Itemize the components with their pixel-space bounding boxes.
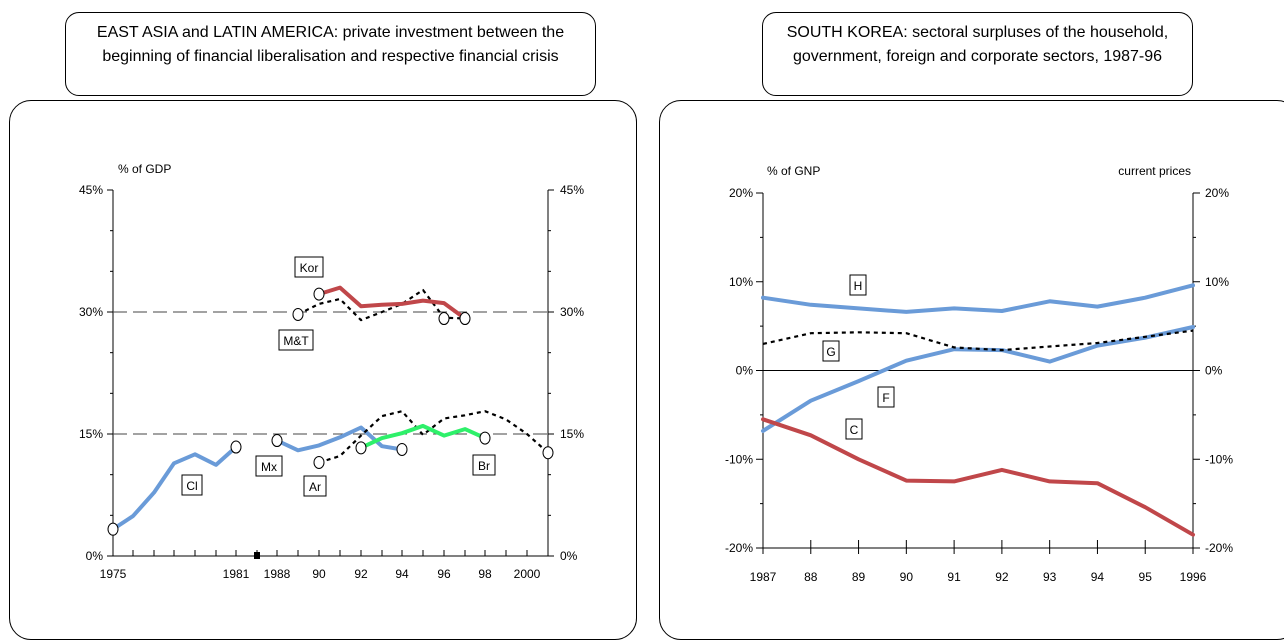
right-series-label-box-c	[845, 418, 863, 440]
right-xtick-label: 1987	[750, 570, 777, 584]
left-series-mx	[275, 425, 404, 453]
left-series-ar	[318, 410, 549, 464]
right-xtick-label: 90	[900, 570, 914, 584]
left-xtick-label: 1988	[264, 567, 291, 581]
left-ytick-label: 30%	[79, 305, 103, 319]
right-series-label-c: C	[850, 423, 859, 437]
right-series-label-g: G	[826, 345, 835, 359]
left-marker-circle	[396, 442, 408, 456]
right-xtick-label: 95	[1139, 570, 1153, 584]
left-ytick-label-right: 45%	[560, 183, 584, 197]
right-xtick-label: 91	[947, 570, 961, 584]
right-ytick-label: 20%	[729, 186, 753, 200]
left-marker-circle	[355, 441, 367, 455]
right-series-label-box-g	[822, 340, 840, 362]
left-xtick-label: 90	[312, 567, 326, 581]
left-series-label-box-m-t	[278, 329, 314, 351]
left-xtick-label: 92	[354, 567, 368, 581]
left-chart-title: EAST ASIA and LATIN AMERICA: private inv…	[65, 12, 596, 96]
left-marker-circle	[459, 312, 471, 326]
left-ytick-label: 45%	[79, 183, 103, 197]
left-xtick-label: 2000	[514, 567, 541, 581]
left-series-label-box-ar	[303, 475, 327, 497]
left-series-label-box-br	[472, 454, 496, 476]
right-ytick-label-right: -10%	[1205, 452, 1233, 466]
left-marker-circle	[313, 287, 325, 301]
charts-canvas: 0% 0% 15% 15% 30% 30% 45% 45% 1975 1981 1988 90 92 94…	[79, 162, 1233, 584]
left-marker-circle	[479, 431, 491, 445]
right-xtick-label: 1996	[1180, 570, 1207, 584]
left-marker-circle	[292, 307, 304, 321]
left-series-label-br: Br	[478, 459, 490, 473]
left-marker-circle	[542, 446, 554, 460]
left-series-m-t	[297, 288, 466, 322]
left-xtick-label: 1975	[100, 567, 127, 581]
left-marker-circle	[271, 434, 283, 448]
left-ytick-label-right: 15%	[560, 427, 584, 441]
right-y-axis-label: % of GNP	[767, 164, 820, 178]
left-marker-circle	[438, 312, 450, 326]
left-series-label-m-t: M&T	[283, 334, 309, 348]
right-xtick-label: 94	[1091, 570, 1105, 584]
right-xtick-label: 92	[995, 570, 1009, 584]
right-ytick-label: 10%	[729, 275, 753, 289]
left-series-label-box-kor	[294, 256, 324, 278]
right-chart-note: current prices	[1118, 164, 1191, 178]
left-ytick-label: 0%	[86, 549, 104, 563]
left-y-axis-label: % of GDP	[118, 162, 171, 176]
left-series-kor	[317, 285, 467, 321]
right-ytick-label: -20%	[725, 541, 753, 555]
left-chart-title-line2: beginning of financial liberalisation an…	[102, 48, 559, 65]
right-series-g	[762, 329, 1194, 352]
left-xtick-label: 96	[437, 567, 451, 581]
left-xtick-label: 1981	[223, 567, 250, 581]
left-series-br	[359, 423, 487, 450]
right-chart-title-line2: government, foreign and corporate sector…	[792, 48, 1163, 65]
right-ytick-label-right: -20%	[1205, 541, 1233, 555]
right-series-label-box-h	[849, 274, 867, 296]
right-ytick-label: -10%	[725, 452, 753, 466]
right-xtick-label: 88	[804, 570, 818, 584]
right-series-label-box-f	[877, 386, 895, 408]
left-ytick-label-right: 30%	[560, 305, 584, 319]
left-series-label-cl: Cl	[186, 479, 197, 493]
left-xtick-label: 98	[478, 567, 492, 581]
right-series-c	[761, 417, 1195, 537]
left-marker-square	[254, 552, 260, 559]
left-marker-circle	[230, 440, 242, 454]
left-xtick-label: 94	[395, 567, 409, 581]
right-series-label-f: F	[882, 391, 889, 405]
right-ytick-label-right: 20%	[1205, 186, 1229, 200]
left-series-label-kor: Kor	[300, 261, 319, 275]
right-ytick-label-right: 10%	[1205, 275, 1229, 289]
left-ytick-label: 15%	[79, 427, 103, 441]
left-series-label-mx: Mx	[261, 460, 277, 474]
left-chart-title-line1: EAST ASIA and LATIN AMERICA: private inv…	[96, 24, 565, 41]
right-ytick-label: 0%	[736, 364, 754, 378]
right-xtick-label: 89	[852, 570, 866, 584]
right-xtick-label: 93	[1043, 570, 1057, 584]
right-chart-title-line1: SOUTH KOREA: sectoral surpluses of the h…	[786, 24, 1169, 41]
left-series-label-box-mx	[255, 455, 283, 477]
right-series-h	[761, 283, 1195, 314]
left-marker-circle	[107, 522, 119, 536]
right-chart-title: SOUTH KOREA: sectoral surpluses of the h…	[762, 12, 1193, 96]
right-series-label-h: H	[854, 279, 863, 293]
left-marker-circle	[313, 455, 325, 469]
left-series-cl	[111, 445, 238, 532]
right-ytick-label-right: 0%	[1205, 364, 1223, 378]
left-series-label-ar: Ar	[309, 480, 321, 494]
left-ytick-label-right: 0%	[560, 549, 578, 563]
left-series-label-box-cl	[181, 474, 203, 496]
